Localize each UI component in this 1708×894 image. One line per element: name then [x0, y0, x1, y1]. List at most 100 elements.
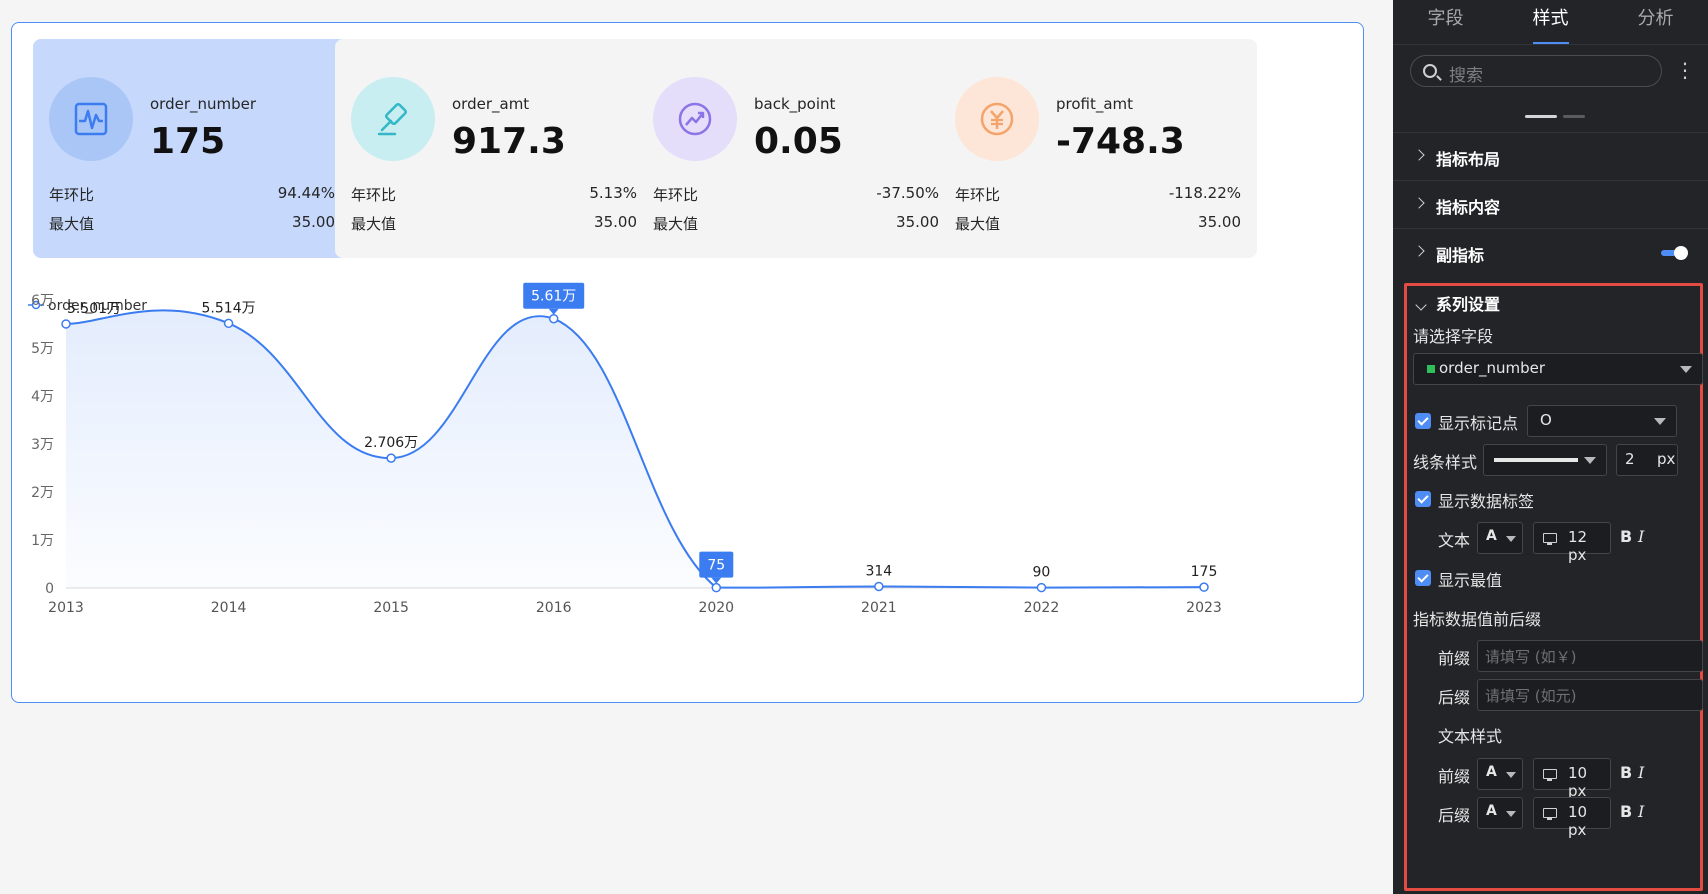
section-sub-indicator[interactable]: 副指标 — [1393, 228, 1708, 276]
prefix-size-input[interactable]: 10 px — [1533, 758, 1611, 800]
carousel-indicator[interactable] — [1563, 115, 1585, 118]
y-tick-label: 6万 — [31, 293, 54, 309]
panel-tabs: 字段 样式 分析 — [1393, 0, 1708, 44]
line-width-unit: px — [1657, 450, 1676, 468]
section-label: 指标布局 — [1436, 150, 1501, 169]
x-tick-label: 2013 — [48, 600, 84, 616]
trend-up-icon — [678, 102, 712, 136]
tab-fields[interactable]: 字段 — [1427, 8, 1464, 29]
extreme-tag-label: 5.61万 — [531, 289, 576, 305]
chevron-down-icon — [1506, 811, 1516, 817]
show-data-label-label: 显示数据标签 — [1438, 492, 1535, 511]
data-point[interactable] — [61, 319, 71, 329]
data-point[interactable] — [223, 318, 234, 329]
kpi-yoy-row: 年环比 -118.22% — [955, 184, 1241, 205]
font-color-icon: A — [1486, 803, 1497, 819]
kpi-title: order_amt — [452, 95, 530, 113]
bold-button[interactable]: B — [1620, 802, 1633, 821]
prefix-color-select[interactable]: A — [1477, 758, 1523, 790]
kpi-icon-bg — [653, 77, 737, 161]
tab-style[interactable]: 样式 — [1498, 0, 1603, 44]
italic-button[interactable]: I — [1638, 763, 1645, 782]
search-placeholder: 搜索 — [1449, 66, 1483, 86]
chevron-down-icon — [1680, 366, 1692, 373]
suffix-size-value: 10 px — [1568, 803, 1588, 839]
section-indicator-content[interactable]: 指标内容 — [1393, 180, 1708, 228]
text-label: 文本 — [1438, 531, 1471, 550]
italic-button[interactable]: I — [1638, 527, 1645, 546]
y-tick-label: 1万 — [31, 533, 54, 549]
section-label: 副指标 — [1436, 246, 1485, 265]
y-tick-label: 5万 — [31, 341, 54, 357]
indicator-widget[interactable]: order_number 175 年环比 94.44% 最大值 35.00 orde… — [11, 22, 1364, 703]
kpi-card-back-point[interactable]: back_point 0.05 年环比 -37.50% 最大值 35.00 — [637, 39, 955, 258]
data-point[interactable] — [1199, 582, 1209, 592]
kpi-yoy-value: -37.50% — [876, 184, 939, 202]
text-style-label: 文本样式 — [1438, 727, 1503, 746]
data-point[interactable] — [1036, 582, 1047, 593]
chevron-down-icon[interactable] — [1415, 299, 1427, 311]
show-extreme-label: 显示最值 — [1438, 571, 1503, 590]
chevron-right-icon — [1413, 245, 1425, 257]
kpi-card-profit-amt[interactable]: profit_amt -748.3 年环比 -118.22% 最大值 35.00 — [939, 39, 1257, 258]
data-point[interactable] — [711, 582, 722, 593]
chart-legend[interactable]: order_number — [28, 298, 147, 314]
kpi-icon-bg — [351, 77, 435, 161]
italic-button[interactable]: I — [1638, 802, 1645, 821]
kpi-card-order-amt[interactable]: order_amt 917.3 年环比 5.13% 最大值 35.00 — [335, 39, 653, 258]
kpi-max-value: 35.00 — [1198, 213, 1241, 231]
chevron-down-icon — [1654, 418, 1666, 425]
show-data-label-checkbox[interactable] — [1415, 491, 1431, 507]
field-select[interactable]: order_number — [1413, 353, 1703, 385]
data-point[interactable] — [548, 313, 559, 324]
bold-button[interactable]: B — [1620, 763, 1633, 782]
show-extreme-checkbox[interactable] — [1415, 570, 1431, 586]
data-label: 5.501万 — [67, 301, 121, 317]
kpi-value: 0.05 — [754, 121, 843, 162]
kpi-yoy-label: 年环比 — [49, 186, 95, 204]
series-points — [61, 313, 1209, 593]
line-style-select[interactable] — [1483, 444, 1607, 476]
prefix-input[interactable]: 请填写 (如￥) — [1477, 640, 1703, 672]
chevron-down-icon — [1506, 772, 1516, 778]
more-icon[interactable]: ⋮ — [1675, 58, 1695, 82]
section-label: 指标内容 — [1436, 198, 1501, 217]
suffix-label: 后缀 — [1438, 688, 1471, 707]
section-indicator-layout[interactable]: 指标布局 — [1393, 132, 1708, 180]
suffix-size-input[interactable]: 10 px — [1533, 797, 1611, 839]
marker-shape-select[interactable]: O — [1527, 405, 1677, 437]
sub-indicator-toggle[interactable] — [1661, 246, 1688, 260]
kpi-yoy-label: 年环比 — [955, 186, 1001, 204]
tab-analysis[interactable]: 分析 — [1637, 8, 1674, 29]
data-point[interactable] — [874, 581, 884, 592]
extreme-tag-box — [523, 282, 585, 309]
line-width-input[interactable]: 2 px — [1616, 444, 1678, 476]
search-row: 搜索 ⋮ — [1410, 55, 1697, 87]
monitor-icon — [1543, 533, 1557, 545]
kpi-icon-bg — [49, 77, 133, 161]
series-line — [65, 309, 1205, 589]
kpi-max-value: 35.00 — [896, 213, 939, 231]
kpi-max-label: 最大值 — [955, 215, 1001, 233]
style-panel: 字段 样式 分析 搜索 ⋮ 指标布局 指标内容 副指标 — [1393, 0, 1708, 894]
data-label: 2.706万 — [364, 435, 418, 451]
text-color-select[interactable]: A — [1477, 522, 1523, 554]
chevron-down-icon — [1506, 536, 1516, 542]
y-tick-label: 3万 — [31, 437, 54, 453]
kpi-yoy-row: 年环比 5.13% — [351, 184, 637, 205]
text-size-input[interactable]: 12 px — [1533, 522, 1611, 564]
affix-label: 指标数据值前后缀 — [1413, 610, 1542, 629]
search-input[interactable]: 搜索 — [1410, 55, 1662, 87]
data-point[interactable] — [386, 453, 396, 463]
carousel-indicator-active[interactable] — [1525, 115, 1557, 118]
suffix-input[interactable]: 请填写 (如元) — [1477, 679, 1703, 711]
show-marker-checkbox[interactable] — [1415, 413, 1431, 429]
toggle-knob — [1674, 246, 1688, 260]
suffix-color-select[interactable]: A — [1477, 797, 1523, 829]
pulse-icon — [74, 102, 108, 136]
kpi-yoy-label: 年环比 — [653, 186, 699, 204]
kpi-max-label: 最大值 — [351, 215, 397, 233]
kpi-max-label: 最大值 — [49, 215, 95, 233]
kpi-card-order-number[interactable]: order_number 175 年环比 94.44% 最大值 35.00 — [33, 39, 351, 258]
bold-button[interactable]: B — [1620, 527, 1633, 546]
